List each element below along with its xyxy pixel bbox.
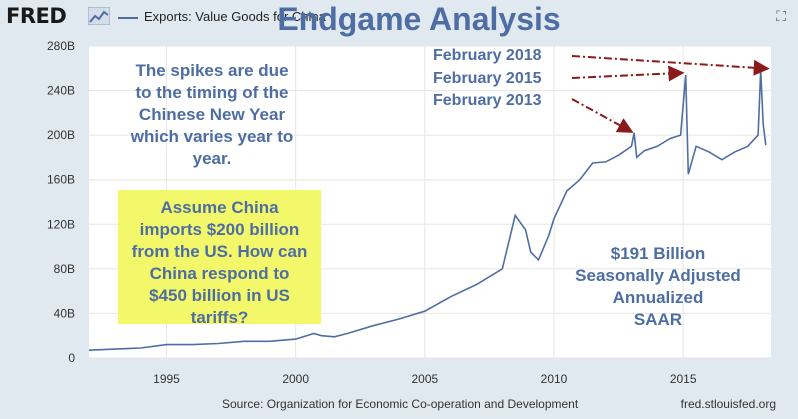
y-axis-ticks: 0 40B 80B 120B 160B 200B 240B 280B [47, 39, 75, 365]
legend-label: Exports: Value Goods for China [144, 9, 326, 24]
spikes-note: The spikes are due to the timing of the … [104, 60, 320, 170]
value-note-line: Annualized [612, 288, 704, 307]
annotation-arrows [571, 55, 770, 133]
series-line [88, 70, 767, 351]
source-note: Source: Organization for Economic Co-ope… [222, 397, 579, 411]
y-tick-label: 280B [47, 39, 75, 53]
x-tick-label: 2010 [541, 372, 568, 386]
box-note-line: Assume China [160, 198, 279, 217]
box-note-line: China respond to [149, 264, 290, 283]
y-tick-label: 240B [47, 84, 75, 98]
chart-legend: Exports: Value Goods for China [118, 9, 326, 24]
box-note-line: tariffs? [190, 308, 249, 327]
legend-line-swatch [118, 16, 138, 19]
x-tick-label: 2000 [282, 372, 309, 386]
annotation-arrow [571, 98, 634, 133]
annotation-arrow [571, 65, 685, 82]
value-note-line: SAAR [633, 310, 683, 329]
value-note: $191 Billion Seasonally Adjusted Annuali… [548, 243, 768, 331]
spikes-note-line: which varies year to [130, 127, 294, 146]
value-note-line: Seasonally Adjusted [575, 266, 741, 285]
x-tick-label: 2015 [670, 372, 697, 386]
spikes-note-line: year. [192, 149, 232, 168]
spikes-note-line: The spikes are due [135, 61, 289, 80]
spikes-note-line: to the timing of the [135, 83, 289, 102]
x-axis-ticks: 1995 2000 2005 2010 2015 [153, 372, 697, 386]
y-tick-label: 0 [68, 351, 75, 365]
y-tick-label: 80B [54, 262, 75, 276]
y-tick-label: 120B [47, 217, 75, 231]
box-note-line: from the US. How can [131, 242, 308, 261]
y-tick-label: 200B [47, 128, 75, 142]
x-tick-label: 2005 [411, 372, 438, 386]
fred-chart-icon [88, 7, 110, 25]
arrow-label-feb-2018: February 2018 [433, 47, 542, 64]
box-note-line: imports $200 billion [139, 220, 300, 239]
fred-logo[interactable]: FRED [6, 4, 67, 28]
chart-header: FRED Exports: Value Goods for China Endg… [0, 0, 798, 37]
spikes-note-line: Chinese New Year [138, 105, 286, 124]
x-tick-label: 1995 [153, 372, 180, 386]
arrow-label-feb-2013: February 2013 [433, 92, 542, 109]
arrow-label-feb-2015: February 2015 [433, 70, 542, 87]
y-tick-label: 40B [54, 306, 75, 320]
fred-credit-link[interactable]: fred.stlouisfed.org [680, 397, 776, 411]
box-note-line: $450 billion in US [149, 286, 290, 305]
expand-icon[interactable]: ⛶ [776, 8, 786, 24]
chart-title: Endgame Analysis [277, 1, 561, 37]
value-note-line: $191 Billion [610, 244, 706, 263]
box-note: Assume China imports $200 billion from t… [118, 197, 321, 329]
annotation-arrow [571, 55, 770, 76]
y-tick-label: 160B [47, 173, 75, 187]
highlight-box [118, 190, 321, 324]
